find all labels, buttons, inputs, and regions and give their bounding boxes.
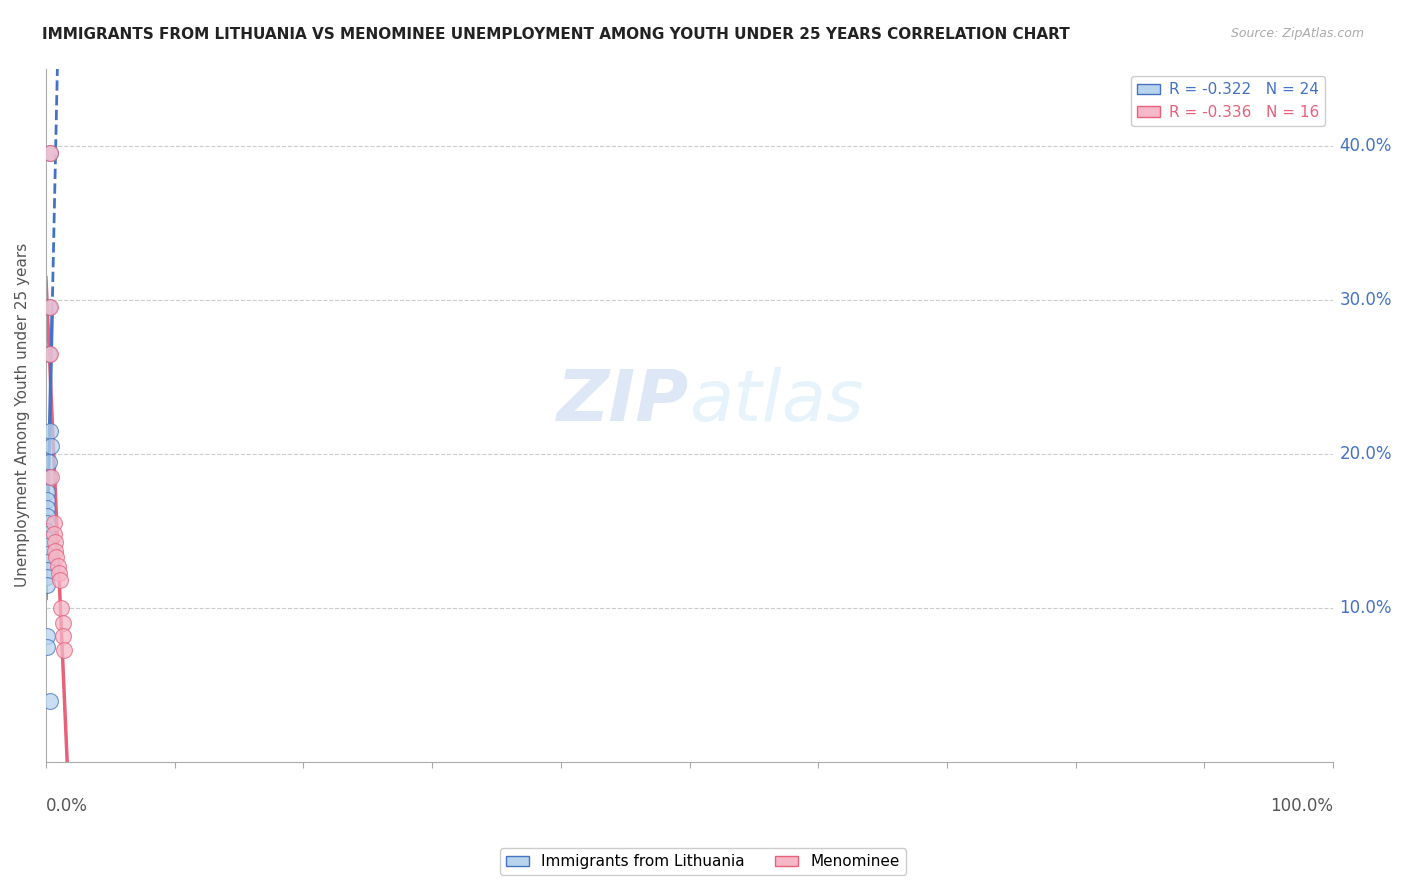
Y-axis label: Unemployment Among Youth under 25 years: Unemployment Among Youth under 25 years: [15, 244, 30, 588]
Point: [37, 562, 59, 576]
Point: [38, 455, 60, 469]
Text: 0.0%: 0.0%: [46, 797, 87, 815]
Point: [52, 629, 75, 643]
Point: [44, 534, 66, 549]
Point: [37, 640, 59, 654]
Legend: Immigrants from Lithuania, Menominee: Immigrants from Lithuania, Menominee: [501, 848, 905, 875]
Point: [53, 642, 76, 657]
Point: [37, 493, 59, 508]
Point: [49, 574, 72, 588]
Point: [37, 508, 59, 523]
Point: [38, 693, 60, 707]
Text: Source: ZipAtlas.com: Source: ZipAtlas.com: [1230, 27, 1364, 40]
Point: [38, 347, 60, 361]
Point: [39, 439, 62, 453]
Point: [48, 566, 70, 580]
Point: [38, 347, 60, 361]
Point: [37, 578, 59, 592]
Point: [37, 629, 59, 643]
Text: 100.0%: 100.0%: [1270, 797, 1333, 815]
Point: [45, 550, 67, 565]
Point: [38, 301, 60, 315]
Point: [39, 470, 62, 484]
Point: [37, 485, 59, 500]
Point: [46, 559, 69, 574]
Point: [37, 547, 59, 561]
Text: 20.0%: 20.0%: [1340, 445, 1392, 463]
Point: [38, 424, 60, 438]
Point: [44, 544, 66, 558]
Point: [38, 146, 60, 161]
Point: [51, 601, 73, 615]
Point: [42, 516, 65, 531]
Point: [38, 146, 60, 161]
Text: 10.0%: 10.0%: [1340, 599, 1392, 617]
Point: [52, 616, 75, 631]
Point: [37, 524, 59, 538]
Text: IMMIGRANTS FROM LITHUANIA VS MENOMINEE UNEMPLOYMENT AMONG YOUTH UNDER 25 YEARS C: IMMIGRANTS FROM LITHUANIA VS MENOMINEE U…: [42, 27, 1070, 42]
Legend: R = -0.322   N = 24, R = -0.336   N = 16: R = -0.322 N = 24, R = -0.336 N = 16: [1130, 76, 1326, 126]
Point: [37, 500, 59, 515]
Text: 30.0%: 30.0%: [1340, 291, 1392, 309]
Point: [37, 532, 59, 546]
Text: atlas: atlas: [689, 367, 865, 436]
Point: [38, 301, 60, 315]
Point: [37, 527, 59, 541]
Point: [37, 570, 59, 584]
Point: [38, 470, 60, 484]
Text: 40.0%: 40.0%: [1340, 136, 1392, 154]
Point: [37, 555, 59, 569]
Point: [37, 516, 59, 531]
Point: [42, 527, 65, 541]
Point: [37, 540, 59, 554]
Text: ZIP: ZIP: [557, 367, 689, 436]
